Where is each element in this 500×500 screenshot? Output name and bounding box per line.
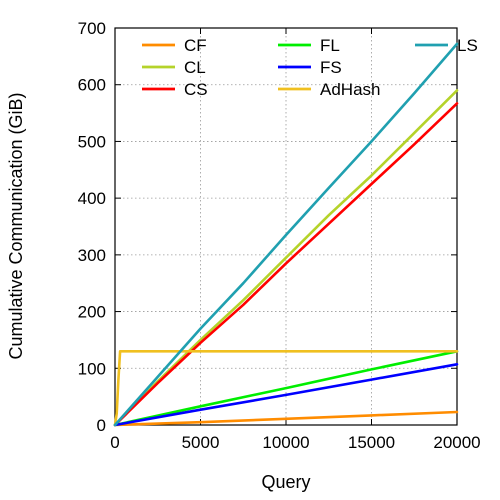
axis-ticks: 0 5000 10000 15000 20000 0 100 200 300 400 500 600 7… [78, 19, 481, 452]
legend-label-ls: LS [457, 36, 478, 55]
series-layer [113, 42, 459, 427]
legend-label-fs: FS [320, 58, 342, 77]
legend: CF CL CS FL FS AdHash LS [142, 36, 478, 99]
y-axis-title: Cumulative Communication (GiB) [6, 92, 26, 359]
grid [115, 28, 457, 425]
series-line-cs [113, 102, 459, 427]
y-tick-label: 500 [78, 132, 106, 151]
series-line-ls [113, 42, 459, 427]
x-tick-label: 5000 [182, 433, 220, 452]
legend-label-cl: CL [184, 58, 206, 77]
legend-label-cs: CS [184, 80, 208, 99]
y-tick-label: 600 [78, 76, 106, 95]
x-tick-label: 0 [110, 433, 119, 452]
x-axis-title: Query [261, 472, 310, 492]
x-tick-label: 20000 [433, 433, 480, 452]
y-tick-label: 700 [78, 19, 106, 38]
y-tick-label: 200 [78, 303, 106, 322]
series-line-cf [113, 410, 459, 427]
series-line-fl [113, 349, 459, 427]
legend-label-fl: FL [320, 36, 340, 55]
series-line-fs [113, 362, 459, 427]
x-tick-label: 10000 [262, 433, 309, 452]
x-tick-label: 15000 [348, 433, 395, 452]
y-tick-label: 300 [78, 246, 106, 265]
series-line-cl [113, 89, 459, 427]
y-tick-label: 400 [78, 189, 106, 208]
legend-label-cf: CF [184, 36, 207, 55]
series-line-adhash [113, 349, 459, 427]
y-tick-label: 0 [97, 416, 106, 435]
y-tick-label: 100 [78, 359, 106, 378]
legend-label-adhash: AdHash [320, 80, 380, 99]
